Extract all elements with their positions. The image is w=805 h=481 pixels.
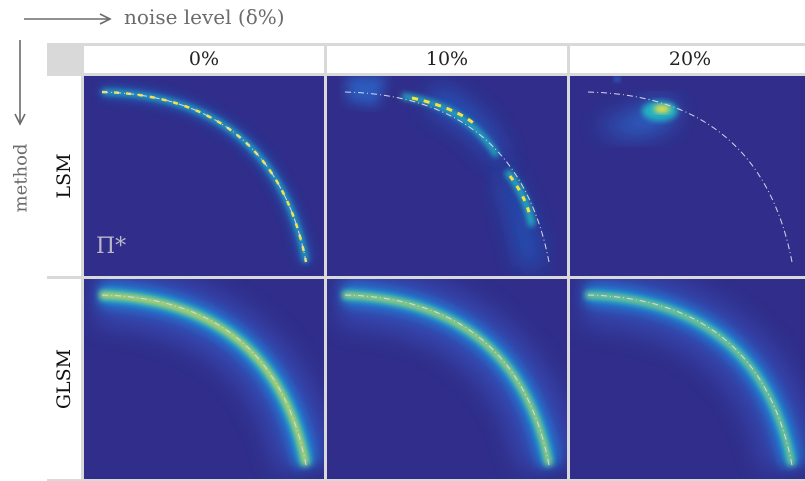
column-header-2: 20% [570, 46, 805, 73]
row-label-glsm: GLSM [53, 348, 75, 410]
panel-lsm-1 [327, 76, 567, 276]
method-arrow-icon [14, 40, 26, 126]
noise-level-arrow-icon [24, 13, 112, 25]
noise-level-caption: noise level (δ%) [124, 5, 285, 29]
row-header-lsm: LSM [47, 76, 81, 276]
panel-lsm-0: Π* [84, 76, 324, 276]
row-header-glsm: GLSM [47, 279, 81, 479]
panel-glsm-1 [327, 279, 567, 479]
row-label-lsm: LSM [53, 153, 75, 199]
column-header-1: 10% [327, 46, 567, 73]
panel-glsm-0 [84, 279, 324, 479]
panel-lsm-2 [570, 76, 805, 276]
column-header-0: 0% [84, 46, 324, 73]
method-caption: method [10, 143, 32, 213]
grid-corner [47, 43, 81, 73]
pi-star-label: Π* [96, 234, 127, 259]
panel-glsm-2 [570, 279, 805, 479]
